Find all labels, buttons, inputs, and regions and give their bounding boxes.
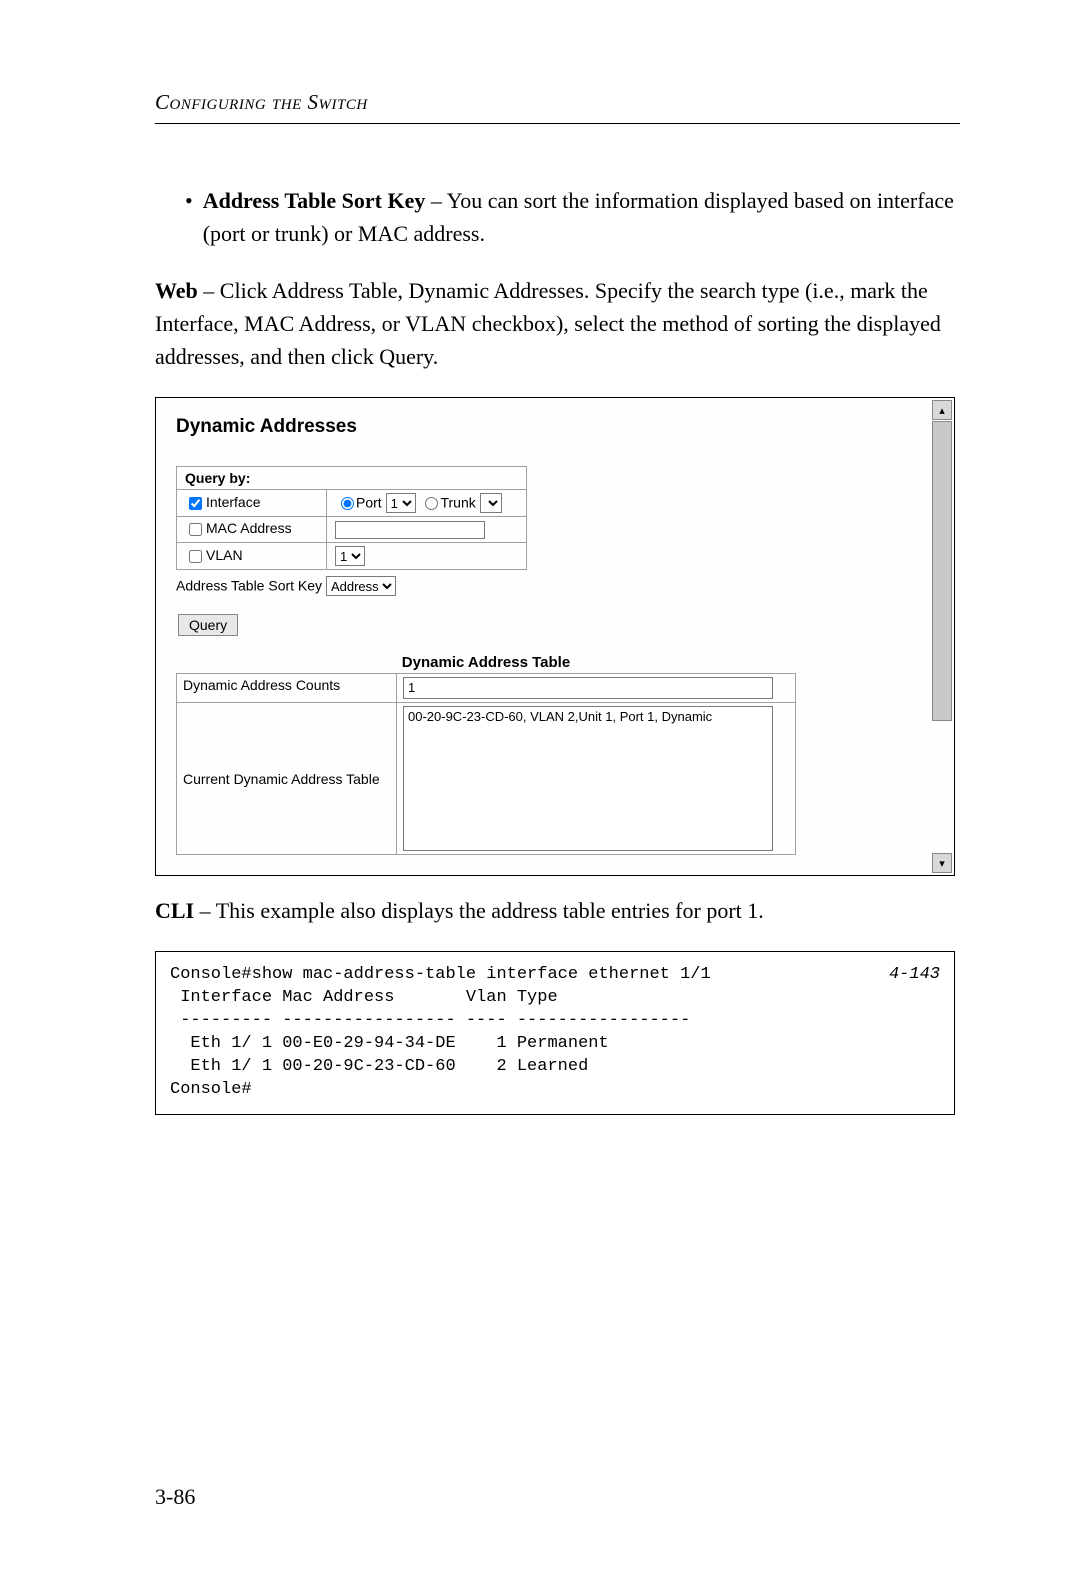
port-radio[interactable] xyxy=(341,497,354,510)
web-screenshot: Dynamic Addresses Query by: Interface Po… xyxy=(155,397,955,876)
scroll-up-icon[interactable]: ▴ xyxy=(932,400,952,420)
query-by-header: Query by: xyxy=(177,467,527,490)
page-number: 3-86 xyxy=(155,1484,195,1510)
cli-text-body: Console#show mac-address-table interface… xyxy=(170,965,711,1099)
section-header: Configuring the Switch xyxy=(155,90,960,115)
query-button[interactable]: Query xyxy=(178,614,238,636)
scroll-thumb[interactable] xyxy=(932,421,952,721)
web-label: Web xyxy=(155,278,198,303)
address-entry: 00-20-9C-23-CD-60, VLAN 2,Unit 1, Port 1… xyxy=(408,709,768,724)
sortkey-select[interactable]: Address xyxy=(326,576,396,596)
dat-title: Dynamic Address Table xyxy=(176,654,796,671)
dynamic-address-table: Dynamic Address Counts 1 Current Dynamic… xyxy=(176,673,796,855)
mac-checkbox[interactable] xyxy=(189,523,202,536)
cli-ref: 4-143 xyxy=(889,964,940,987)
sortkey-label: Address Table Sort Key xyxy=(176,578,322,594)
row-mac: MAC Address xyxy=(177,517,527,543)
current-table-label: Current Dynamic Address Table xyxy=(177,703,397,855)
counts-value: 1 xyxy=(403,677,773,699)
scroll-down-icon[interactable]: ▾ xyxy=(932,853,952,873)
vlan-checkbox[interactable] xyxy=(189,550,202,563)
trunk-label: Trunk xyxy=(440,495,475,511)
scrollbar[interactable]: ▴ ▾ xyxy=(932,400,952,873)
counts-label: Dynamic Address Counts xyxy=(177,674,397,703)
scroll-track[interactable] xyxy=(932,421,952,852)
cli-text: – This example also displays the address… xyxy=(194,898,764,923)
bullet-icon: • xyxy=(185,184,193,250)
current-table-listbox[interactable]: 00-20-9C-23-CD-60, VLAN 2,Unit 1, Port 1… xyxy=(403,706,773,851)
web-paragraph: Web – Click Address Table, Dynamic Addre… xyxy=(155,274,960,373)
row-interface: Interface Port 1 Trunk xyxy=(177,490,527,517)
web-text: – Click Address Table, Dynamic Addresses… xyxy=(155,278,941,369)
bullet-label: Address Table Sort Key xyxy=(203,188,426,213)
mac-label: MAC Address xyxy=(206,520,292,536)
sortkey-row: Address Table Sort Key Address xyxy=(176,576,934,596)
panel-title: Dynamic Addresses xyxy=(176,416,934,438)
port-label: Port xyxy=(356,495,382,511)
vlan-label: VLAN xyxy=(206,547,243,563)
cli-paragraph: CLI – This example also displays the add… xyxy=(155,894,960,927)
trunk-select[interactable] xyxy=(480,493,502,513)
vlan-select[interactable]: 1 xyxy=(335,546,365,566)
interface-label: Interface xyxy=(206,494,260,510)
query-table: Query by: Interface Port 1 Trunk MAC xyxy=(176,466,527,570)
cli-output: 4-143 Console#show mac-address-table inte… xyxy=(155,951,955,1115)
row-vlan: VLAN 1 xyxy=(177,543,527,570)
header-rule xyxy=(155,123,960,124)
cli-label: CLI xyxy=(155,898,194,923)
port-select[interactable]: 1 xyxy=(386,493,416,513)
bullet-item: • Address Table Sort Key – You can sort … xyxy=(185,184,960,250)
interface-checkbox[interactable] xyxy=(189,497,202,510)
trunk-radio[interactable] xyxy=(425,497,438,510)
mac-input[interactable] xyxy=(335,521,485,539)
